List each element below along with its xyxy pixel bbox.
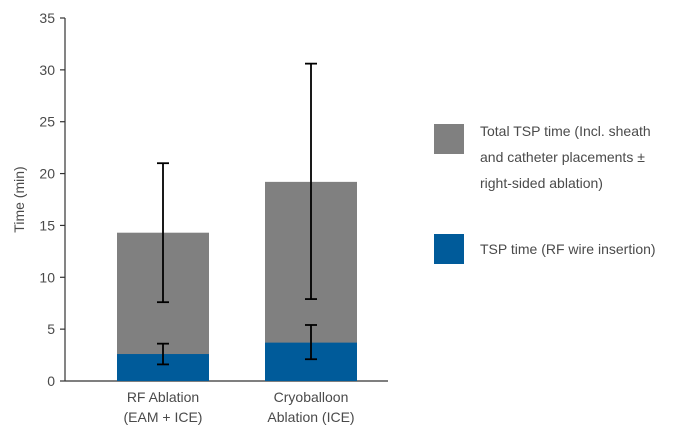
legend-label-line: Total TSP time (Incl. sheath	[480, 123, 651, 139]
legend-swatch	[434, 234, 464, 264]
chart-error-bars	[157, 62, 317, 366]
y-tick-label: 20	[39, 166, 55, 182]
x-category-label: Cryoballoon	[274, 389, 349, 405]
error-bar-series0-cat0	[157, 162, 169, 304]
y-tick-label: 35	[39, 10, 55, 26]
y-tick-label: 10	[39, 269, 55, 285]
legend-label: TSP time (RF wire insertion)	[480, 236, 694, 262]
chart-bars	[117, 181, 357, 381]
error-bar-series0-cat1	[305, 62, 317, 300]
y-tick-label: 5	[47, 321, 55, 337]
error-bar-series1-cat1	[305, 324, 317, 361]
x-category-label: (EAM + ICE)	[124, 409, 203, 425]
y-tick-label: 15	[39, 217, 55, 233]
chart-labels: 0 5 10 15 20 25 30 35 Time (min) RF Ablation (EAM …	[11, 10, 355, 425]
y-tick-label: 0	[47, 373, 55, 389]
x-category-label: Ablation (ICE)	[267, 409, 354, 425]
legend-swatch	[434, 124, 464, 154]
y-axis-title: Time (min)	[11, 166, 27, 232]
y-tick-label: 30	[39, 62, 55, 78]
legend-label-line: and catheter placements ±	[480, 149, 645, 165]
x-category-label: RF Ablation	[127, 389, 199, 405]
legend-label: Total TSP time (Incl. sheath and catheter…	[480, 118, 694, 196]
legend-label-line: right-sided ablation)	[480, 175, 603, 191]
error-bar-series1-cat0	[157, 342, 169, 366]
y-tick-label: 25	[39, 114, 55, 130]
legend-label-line: TSP time (RF wire insertion)	[480, 241, 656, 257]
